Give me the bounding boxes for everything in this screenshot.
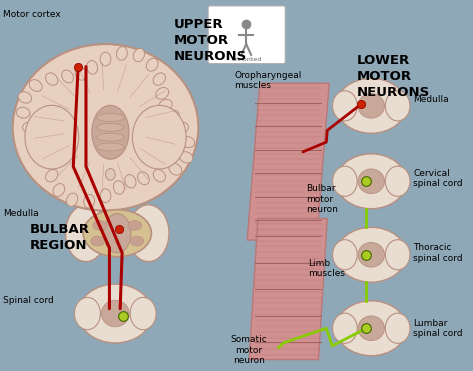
Text: Motor cortex: Motor cortex	[3, 10, 61, 19]
Ellipse shape	[96, 143, 124, 151]
Ellipse shape	[130, 298, 156, 330]
Text: Lumbar
spinal cord: Lumbar spinal cord	[413, 319, 463, 338]
Ellipse shape	[96, 114, 124, 122]
Ellipse shape	[65, 205, 106, 262]
Ellipse shape	[92, 105, 129, 159]
Text: Medulla: Medulla	[413, 95, 449, 105]
Polygon shape	[249, 219, 327, 359]
Ellipse shape	[133, 48, 145, 62]
Ellipse shape	[83, 210, 151, 257]
Text: Medulla: Medulla	[3, 209, 39, 218]
Ellipse shape	[358, 93, 385, 118]
Ellipse shape	[125, 175, 136, 188]
Ellipse shape	[39, 144, 52, 155]
Ellipse shape	[333, 91, 357, 121]
Ellipse shape	[87, 60, 97, 74]
Ellipse shape	[333, 166, 357, 196]
Ellipse shape	[100, 189, 111, 203]
Ellipse shape	[336, 78, 406, 133]
Ellipse shape	[333, 240, 357, 270]
Ellipse shape	[23, 122, 36, 133]
Ellipse shape	[336, 154, 406, 209]
Ellipse shape	[130, 236, 144, 246]
Ellipse shape	[53, 184, 65, 197]
Ellipse shape	[104, 214, 131, 253]
Polygon shape	[247, 83, 329, 240]
Ellipse shape	[78, 284, 152, 343]
Text: Oropharyngeal
muscles: Oropharyngeal muscles	[235, 70, 302, 90]
Ellipse shape	[358, 316, 385, 341]
Ellipse shape	[175, 122, 188, 133]
Ellipse shape	[96, 133, 124, 141]
Text: Spinal cord: Spinal cord	[3, 296, 53, 305]
Ellipse shape	[166, 110, 179, 121]
Ellipse shape	[132, 105, 186, 169]
Ellipse shape	[333, 313, 357, 343]
Ellipse shape	[100, 52, 111, 66]
Ellipse shape	[116, 47, 127, 60]
Ellipse shape	[13, 44, 198, 211]
Ellipse shape	[385, 240, 410, 270]
Ellipse shape	[385, 166, 410, 196]
Text: BULBAR
REGION: BULBAR REGION	[29, 223, 89, 252]
Ellipse shape	[25, 105, 79, 169]
Text: Bulbar
motor
neuron: Bulbar motor neuron	[306, 184, 338, 214]
Ellipse shape	[156, 88, 169, 99]
Ellipse shape	[138, 172, 149, 185]
Text: Cervical
spinal cord: Cervical spinal cord	[413, 169, 463, 188]
Text: UPPER
MOTOR
NEURONS: UPPER MOTOR NEURONS	[174, 18, 247, 63]
Text: LOWER
MOTOR
NEURONS: LOWER MOTOR NEURONS	[357, 54, 430, 99]
Ellipse shape	[45, 170, 58, 182]
Ellipse shape	[128, 205, 169, 262]
Ellipse shape	[153, 73, 166, 85]
Ellipse shape	[96, 124, 124, 131]
Ellipse shape	[358, 169, 385, 194]
Ellipse shape	[84, 194, 95, 208]
Ellipse shape	[385, 313, 410, 343]
Ellipse shape	[43, 155, 55, 167]
Ellipse shape	[336, 227, 406, 282]
Ellipse shape	[74, 298, 100, 330]
Ellipse shape	[101, 301, 129, 327]
Ellipse shape	[146, 58, 158, 71]
Ellipse shape	[153, 170, 166, 182]
Ellipse shape	[32, 134, 45, 145]
Ellipse shape	[29, 80, 42, 91]
Ellipse shape	[385, 91, 410, 121]
Ellipse shape	[45, 73, 58, 85]
Ellipse shape	[159, 99, 172, 111]
FancyBboxPatch shape	[208, 6, 285, 64]
Text: Limb
muscles: Limb muscles	[308, 259, 345, 278]
Ellipse shape	[93, 220, 106, 230]
Ellipse shape	[358, 242, 385, 267]
Ellipse shape	[62, 70, 73, 83]
Ellipse shape	[91, 236, 105, 246]
Ellipse shape	[169, 163, 182, 175]
Text: Somatic
motor
neuron: Somatic motor neuron	[231, 335, 268, 365]
Ellipse shape	[114, 181, 124, 194]
Text: Thoracic
spinal cord: Thoracic spinal cord	[413, 243, 463, 263]
Ellipse shape	[179, 152, 193, 163]
Ellipse shape	[17, 107, 30, 118]
Ellipse shape	[181, 137, 195, 148]
Ellipse shape	[67, 193, 78, 206]
Ellipse shape	[75, 67, 86, 80]
Ellipse shape	[336, 301, 406, 356]
Ellipse shape	[105, 168, 115, 180]
Text: bnnonted: bnnonted	[231, 57, 261, 62]
Ellipse shape	[18, 92, 32, 103]
Ellipse shape	[128, 220, 142, 230]
